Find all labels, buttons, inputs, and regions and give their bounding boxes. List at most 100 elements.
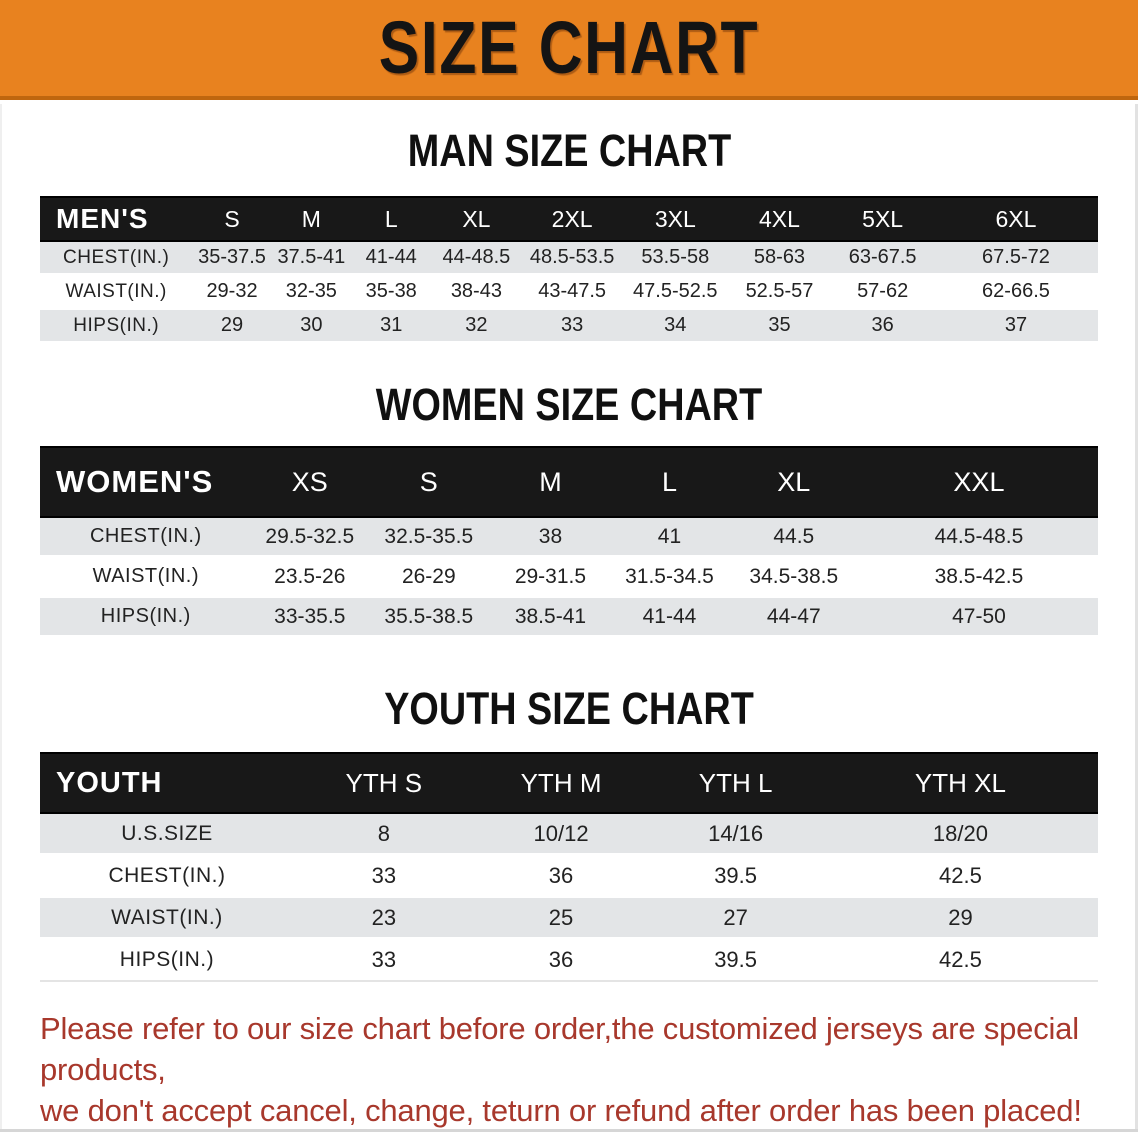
size-column-header: M (271, 196, 352, 242)
size-value-cell: 38.5-41 (489, 598, 612, 638)
size-value-cell: 29 (822, 898, 1098, 940)
table-corner-label: MEN'S (40, 196, 193, 242)
size-value-cell: 33 (293, 856, 474, 898)
men-section-heading-text: MAN SIZE CHART (407, 125, 731, 176)
measurement-row: CHEST(IN.) 33 36 39.5 42.5 (40, 856, 1098, 898)
size-value-cell: 8 (293, 814, 474, 856)
size-value-cell: 38 (489, 518, 612, 558)
women-section-heading: WOMEN SIZE CHART (0, 380, 1138, 430)
size-value-cell: 36 (473, 856, 649, 898)
size-value-cell: 39.5 (648, 940, 823, 982)
size-column-header: 5XL (831, 196, 934, 242)
measurement-row: CHEST(IN.) 35-37.5 37.5-41 41-44 44-48.5 48.5… (40, 242, 1098, 276)
size-value-cell: 31.5-34.5 (611, 558, 728, 598)
men-size-table: MEN'S S M L XL 2XL 3XL 4XL 5XL 6XL CHEST(IN.) 35-37… (40, 196, 1098, 344)
size-value-cell: 23.5-26 (251, 558, 368, 598)
measurement-row: U.S.SIZE 8 10/12 14/16 18/20 (40, 814, 1098, 856)
size-value-cell: 35 (727, 310, 832, 344)
size-value-cell: 35-38 (351, 276, 432, 310)
measurement-row: HIPS(IN.) 33 36 39.5 42.5 (40, 940, 1098, 982)
size-value-cell: 35.5-38.5 (367, 598, 490, 638)
size-value-cell: 52.5-57 (727, 276, 832, 310)
disclaimer-line-2: we don't accept cancel, change, teturn o… (40, 1093, 1082, 1128)
size-value-cell: 53.5-58 (622, 242, 728, 276)
table-header-row: WOMEN'S XS S M L XL XXL (40, 446, 1098, 518)
measurement-row: HIPS(IN.) 33-35.5 35.5-38.5 38.5-41 41-44 44-… (40, 598, 1098, 638)
page-border-bottom (0, 1129, 1138, 1132)
size-column-header: YTH M (473, 752, 649, 814)
size-value-cell: 48.5-53.5 (521, 242, 623, 276)
size-value-cell: 29.5-32.5 (251, 518, 368, 558)
size-value-cell: 23 (293, 898, 474, 940)
size-value-cell: 38.5-42.5 (859, 558, 1098, 598)
size-value-cell: 25 (473, 898, 649, 940)
size-column-header: L (351, 196, 432, 242)
size-value-cell: 29 (192, 310, 272, 344)
size-value-cell: 29-31.5 (489, 558, 612, 598)
row-label: WAIST(IN.) (40, 558, 252, 598)
size-value-cell: 33-35.5 (251, 598, 368, 638)
size-value-cell: 34 (622, 310, 728, 344)
size-column-header: 2XL (521, 196, 623, 242)
size-value-cell: 39.5 (648, 856, 823, 898)
page-border-left (0, 104, 2, 1132)
size-value-cell: 41-44 (351, 242, 432, 276)
measurement-row: WAIST(IN.) 29-32 32-35 35-38 38-43 43-47.5 47.… (40, 276, 1098, 310)
size-value-cell: 37 (933, 310, 1098, 344)
size-column-header: YTH L (648, 752, 823, 814)
size-value-cell: 26-29 (367, 558, 490, 598)
youth-section-heading-text: YOUTH SIZE CHART (384, 683, 754, 734)
size-value-cell: 18/20 (822, 814, 1098, 856)
size-value-cell: 42.5 (822, 856, 1098, 898)
row-label: CHEST(IN.) (40, 242, 193, 276)
disclaimer-line-1: Please refer to our size chart before or… (40, 1011, 1079, 1087)
women-size-table: WOMEN'S XS S M L XL XXL CHEST(IN.) 29.5-32.5 32.5… (40, 446, 1098, 638)
size-value-cell: 35-37.5 (192, 242, 272, 276)
youth-size-section: YOUTH SIZE CHART YOUTH YTH S YTH M YTH L YTH… (0, 684, 1138, 982)
size-value-cell: 37.5-41 (271, 242, 352, 276)
size-value-cell: 34.5-38.5 (727, 558, 860, 598)
row-label: U.S.SIZE (40, 814, 294, 856)
size-value-cell: 27 (648, 898, 823, 940)
size-column-header: XL (431, 196, 522, 242)
men-size-section: MAN SIZE CHART MEN'S S M L XL 2XL 3XL 4XL 5XL 6XL… (0, 126, 1138, 344)
row-label: HIPS(IN.) (40, 940, 294, 982)
size-value-cell: 62-66.5 (933, 276, 1098, 310)
size-value-cell: 32.5-35.5 (367, 518, 490, 558)
size-value-cell: 31 (351, 310, 432, 344)
row-label: CHEST(IN.) (40, 856, 294, 898)
size-value-cell: 36 (831, 310, 934, 344)
measurement-row: WAIST(IN.) 23.5-26 26-29 29-31.5 31.5-34.5 34… (40, 558, 1098, 598)
size-column-header: S (192, 196, 272, 242)
men-section-heading: MAN SIZE CHART (0, 126, 1138, 176)
title-banner: SIZE CHART (0, 0, 1138, 100)
size-column-header: S (367, 446, 490, 518)
size-column-header: YTH XL (822, 752, 1098, 814)
size-value-cell: 36 (473, 940, 649, 982)
row-label: WAIST(IN.) (40, 898, 294, 940)
row-label: CHEST(IN.) (40, 518, 252, 558)
size-value-cell: 43-47.5 (521, 276, 623, 310)
table-header-row: YOUTH YTH S YTH M YTH L YTH XL (40, 752, 1098, 814)
disclaimer-text: Please refer to our size chart before or… (40, 1008, 1100, 1131)
size-value-cell: 67.5-72 (933, 242, 1098, 276)
size-value-cell: 33 (293, 940, 474, 982)
measurement-row: WAIST(IN.) 23 25 27 29 (40, 898, 1098, 940)
size-column-header: L (611, 446, 728, 518)
size-value-cell: 44.5-48.5 (859, 518, 1098, 558)
size-column-header: 6XL (933, 196, 1098, 242)
row-label: HIPS(IN.) (40, 310, 193, 344)
size-value-cell: 30 (271, 310, 352, 344)
size-value-cell: 47.5-52.5 (622, 276, 728, 310)
size-value-cell: 33 (521, 310, 623, 344)
women-size-section: WOMEN SIZE CHART WOMEN'S XS S M L XL XXL CHEST(… (0, 380, 1138, 638)
size-value-cell: 14/16 (648, 814, 823, 856)
table-corner-label: WOMEN'S (40, 446, 252, 518)
table-corner-label: YOUTH (40, 752, 294, 814)
size-value-cell: 41 (611, 518, 728, 558)
size-value-cell: 32 (431, 310, 522, 344)
page-title: SIZE CHART (378, 6, 760, 89)
size-column-header: 3XL (622, 196, 728, 242)
size-column-header: 4XL (727, 196, 832, 242)
